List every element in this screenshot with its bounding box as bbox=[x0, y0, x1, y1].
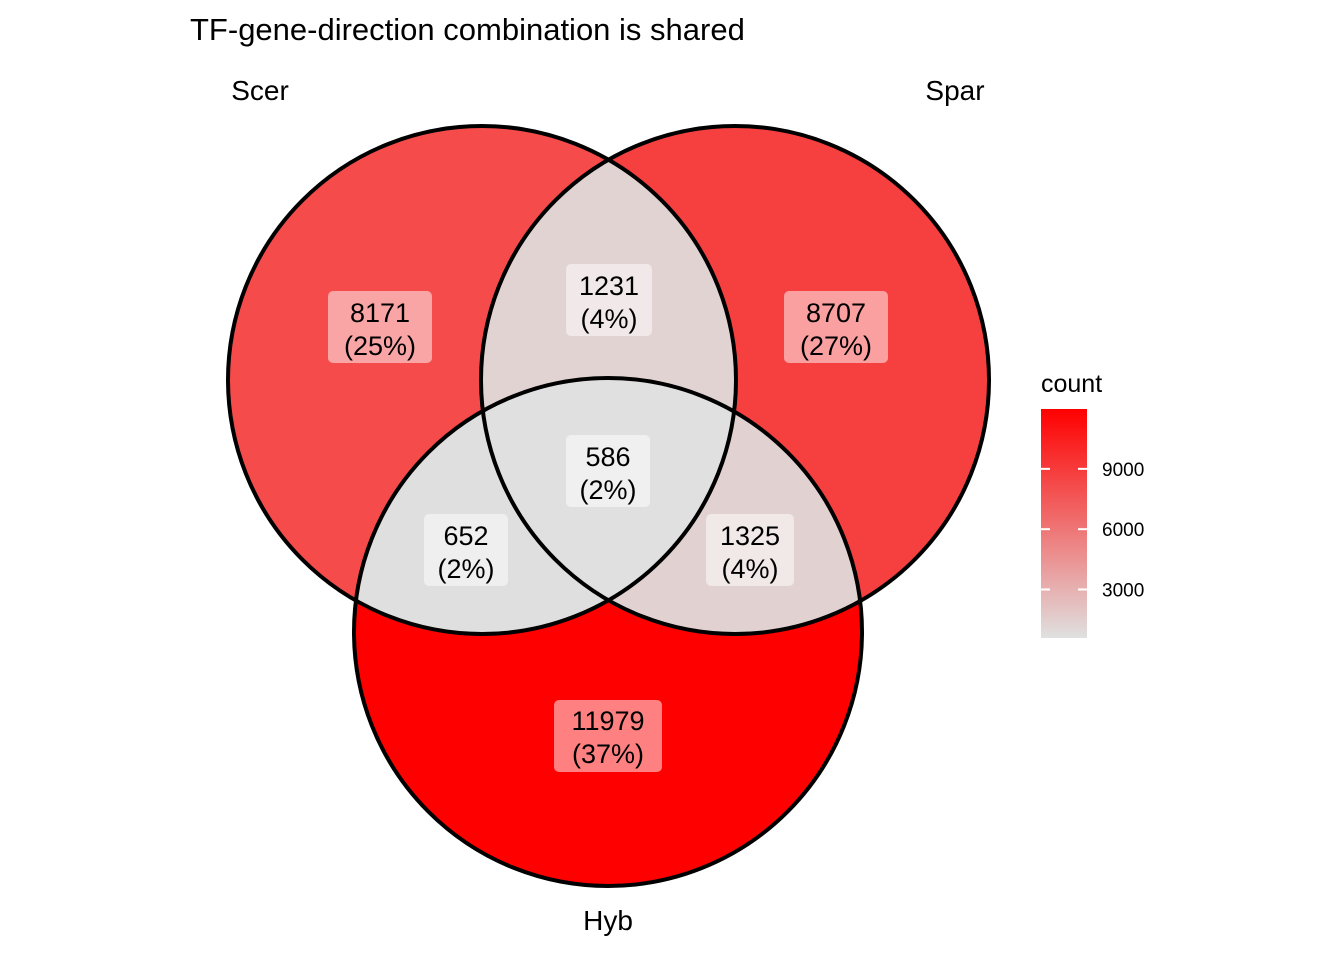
svg-text:8171: 8171 bbox=[350, 298, 410, 328]
color-legend: count 3000 6000 9000 bbox=[1041, 370, 1144, 638]
svg-text:8707: 8707 bbox=[806, 298, 866, 328]
set-label-scer: Scer bbox=[231, 75, 289, 106]
legend-colorbar bbox=[1041, 409, 1087, 638]
svg-text:(4%): (4%) bbox=[580, 304, 637, 334]
outline-hyb bbox=[352, 376, 864, 888]
set-label-hyb: Hyb bbox=[583, 905, 633, 936]
legend-tick-label: 9000 bbox=[1102, 460, 1144, 481]
legend-tick-label: 3000 bbox=[1102, 580, 1144, 601]
label-scer-hyb: 652 (2%) bbox=[424, 514, 508, 586]
legend-tick-label: 6000 bbox=[1102, 520, 1144, 541]
svg-text:11979: 11979 bbox=[571, 706, 644, 736]
label-scer-only: 8171 (25%) bbox=[328, 291, 432, 363]
svg-text:(2%): (2%) bbox=[579, 475, 636, 505]
legend-ticks: 3000 6000 9000 bbox=[1041, 460, 1144, 601]
label-hyb-only: 11979 (37%) bbox=[554, 700, 662, 772]
svg-text:(37%): (37%) bbox=[572, 739, 644, 769]
outline-spar bbox=[479, 124, 991, 636]
label-spar-hyb: 1325 (4%) bbox=[706, 514, 794, 586]
label-spar-only: 8707 (27%) bbox=[784, 291, 888, 363]
legend-title: count bbox=[1041, 370, 1102, 398]
svg-text:652: 652 bbox=[443, 521, 488, 551]
svg-text:(27%): (27%) bbox=[800, 331, 872, 361]
svg-text:(25%): (25%) bbox=[344, 331, 416, 361]
svg-text:1231: 1231 bbox=[579, 271, 639, 301]
svg-text:1325: 1325 bbox=[720, 521, 780, 551]
chart-title: TF-gene-direction combination is shared bbox=[190, 12, 745, 47]
region-labels: 8171 (25%) 8707 (27%) 11979 (37%) 1231 (… bbox=[328, 264, 888, 772]
svg-text:(2%): (2%) bbox=[437, 554, 494, 584]
label-all-three: 586 (2%) bbox=[566, 435, 650, 507]
set-label-spar: Spar bbox=[925, 75, 984, 106]
label-scer-spar: 1231 (4%) bbox=[566, 264, 652, 336]
svg-text:586: 586 bbox=[585, 442, 630, 472]
outline-scer bbox=[226, 124, 738, 636]
venn-outlines bbox=[226, 124, 991, 888]
svg-text:(4%): (4%) bbox=[721, 554, 778, 584]
